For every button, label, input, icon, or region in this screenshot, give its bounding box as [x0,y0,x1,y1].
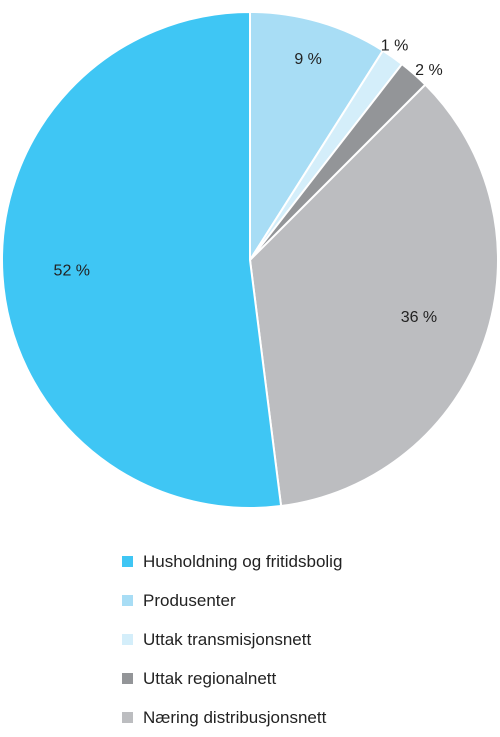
legend-swatch-regionalnett [122,673,133,684]
legend-item-naering: Næring distribusjonsnett [122,698,342,737]
slice-label-produsenter: 9 % [294,51,322,68]
legend: Husholdning og fritidsbolig Produsenter … [122,542,342,737]
legend-item-husholdning: Husholdning og fritidsbolig [122,542,342,581]
legend-label-produsenter: Produsenter [143,590,236,610]
slice-label-husholdning-og-fritidsbolig: 52 % [54,262,90,279]
pie-chart: 9 % 1 % 2 % 36 % 52 % [1,10,499,509]
slice-label-naering-distribusjonsnett: 36 % [401,309,437,326]
pie-slice-produsenter [249,10,385,264]
legend-swatch-husholdning [122,556,133,567]
slice-label-uttak-regionalnett: 2 % [415,62,443,79]
legend-label-regionalnett: Uttak regionalnett [143,668,277,688]
legend-item-regionalnett: Uttak regionalnett [122,659,342,698]
legend-item-transmisjonsnett: Uttak transmisjonsnett [122,620,342,659]
legend-swatch-produsenter [122,595,133,606]
legend-item-produsenter: Produsenter [122,581,342,620]
pie-slice-husholdning-og-fritidsbolig [1,10,283,509]
legend-swatch-transmisjonsnett [122,634,133,645]
legend-label-husholdning: Husholdning og fritidsbolig [143,551,343,571]
legend-swatch-naering [122,712,133,723]
slice-label-uttak-transmisjonsnett: 1 % [381,38,409,55]
pie-slice-naering-distribusjonsnett [248,83,499,508]
legend-label-transmisjonsnett: Uttak transmisjonsnett [143,629,312,649]
legend-label-naering: Næring distribusjonsnett [143,707,327,727]
